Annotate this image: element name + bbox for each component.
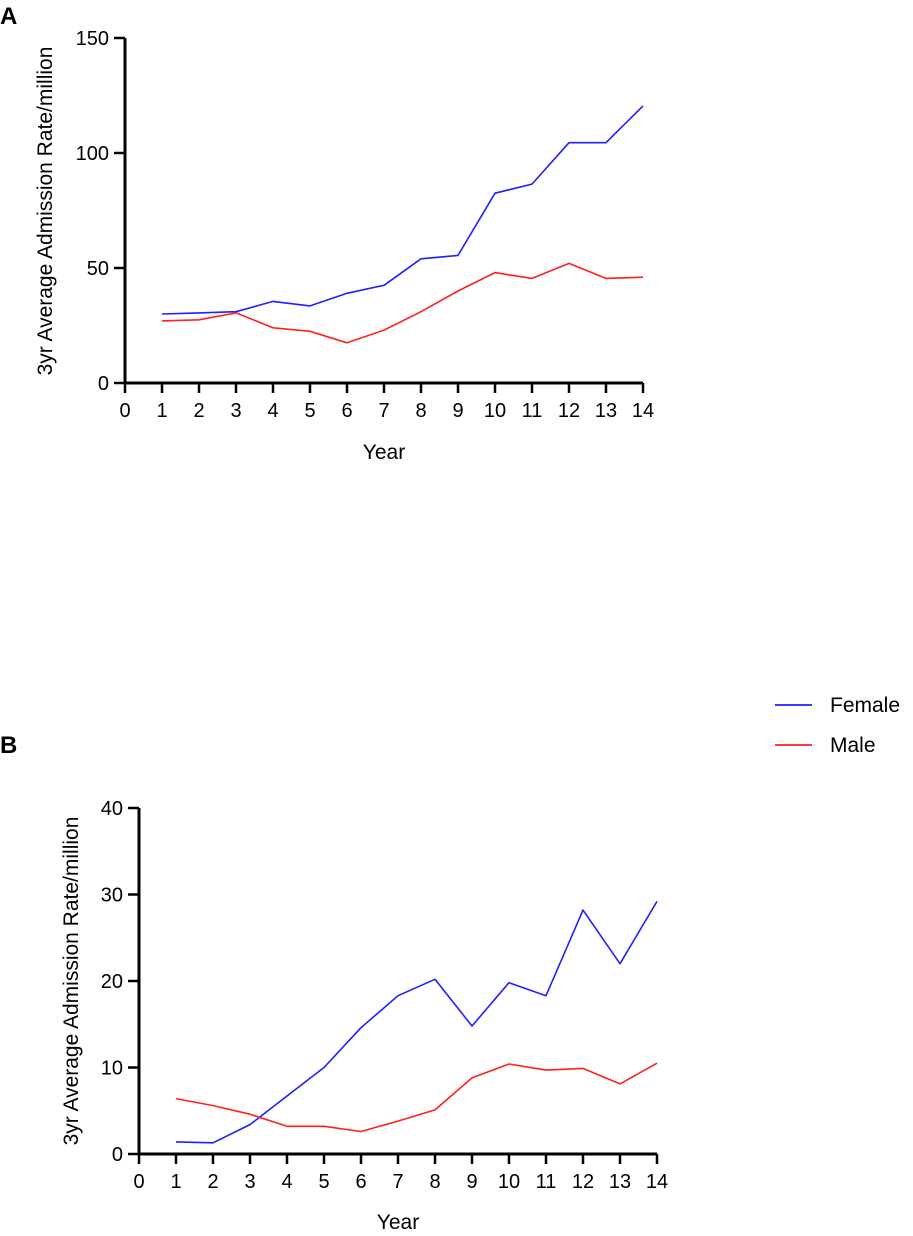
x-tick-label: 5 [304, 400, 315, 422]
x-tick-label: 12 [572, 1171, 594, 1193]
x-tick-label: 6 [341, 400, 352, 422]
x-tick-label: 8 [415, 400, 426, 422]
y-axis-title: 3yr Average Admission Rate/million [34, 47, 57, 376]
x-tick-label: 1 [170, 1171, 181, 1193]
x-tick-label: 8 [429, 1171, 440, 1193]
chart-panel-a: A 3yr Average Admission Rate/million Yea… [0, 3, 654, 464]
x-tick-label: 0 [119, 400, 130, 422]
panel-label: A [0, 3, 17, 30]
x-tick-label: 10 [484, 400, 506, 422]
x-tick-label: 7 [378, 400, 389, 422]
y-tick-label: 40 [101, 798, 123, 820]
y-tick-label: 20 [101, 971, 123, 993]
legend-label-male: Male [830, 734, 876, 757]
x-tick-label: 6 [355, 1171, 366, 1193]
x-axis-title: Year [377, 1211, 419, 1234]
y-tick-label: 0 [98, 373, 109, 395]
x-tick-label: 5 [318, 1171, 329, 1193]
x-tick-label: 4 [267, 400, 278, 422]
series-line-female [161, 105, 644, 315]
x-tick-label: 3 [244, 1171, 255, 1193]
y-tick-label: 150 [76, 28, 109, 50]
x-axis-title: Year [363, 441, 405, 464]
x-tick-label: 2 [193, 400, 204, 422]
x-tick-label: 10 [498, 1171, 520, 1193]
x-tick-label: 14 [632, 400, 654, 422]
x-tick-label: 1 [156, 400, 167, 422]
y-tick-label: 0 [112, 1144, 123, 1166]
x-tick-label: 11 [536, 1171, 557, 1193]
y-axis-title: 3yr Average Admission Rate/million [60, 817, 83, 1146]
x-tick-label: 4 [281, 1171, 292, 1193]
series-line-male [175, 1062, 658, 1133]
x-tick-label: 11 [522, 400, 543, 422]
x-tick-label: 3 [230, 400, 241, 422]
series-line-male [161, 262, 644, 344]
x-tick-label: 14 [646, 1171, 668, 1193]
x-tick-label: 0 [133, 1171, 144, 1193]
legend-label-female: Female [830, 694, 900, 717]
x-tick-label: 7 [392, 1171, 403, 1193]
x-tick-label: 13 [609, 1171, 631, 1193]
panel-label: B [0, 732, 17, 759]
x-tick-label: 12 [558, 400, 580, 422]
y-tick-label: 50 [87, 258, 109, 280]
y-tick-label: 100 [76, 143, 109, 165]
chart-panel-b: B 3yr Average Admission Rate/million Yea… [0, 732, 668, 1234]
y-tick-label: 30 [101, 885, 123, 907]
legend: Female Male [775, 694, 900, 757]
x-tick-label: 13 [595, 400, 617, 422]
x-tick-label: 9 [466, 1171, 477, 1193]
x-tick-label: 9 [452, 400, 463, 422]
x-tick-label: 2 [207, 1171, 218, 1193]
y-tick-label: 10 [101, 1058, 123, 1080]
series-line-female [175, 900, 658, 1144]
